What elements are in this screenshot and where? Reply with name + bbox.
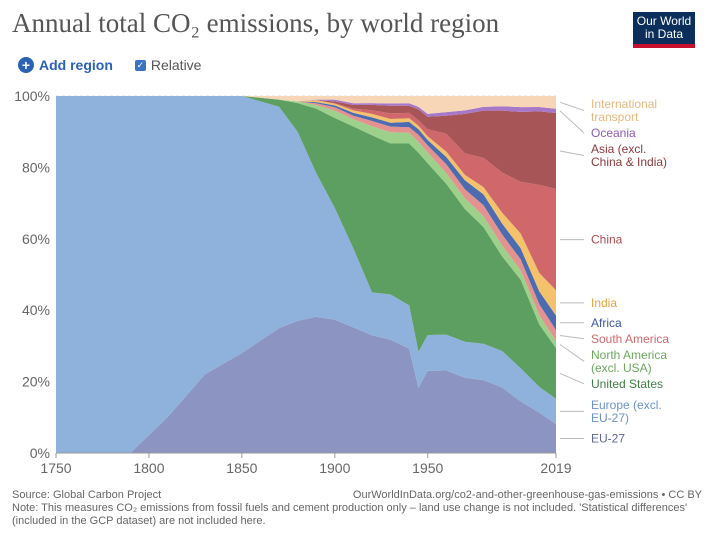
legend-connector <box>559 110 585 134</box>
owid-logo[interactable]: Our World in Data <box>633 12 695 48</box>
legend-label-south-america[interactable]: South America <box>591 332 669 346</box>
legend-label-asia-excl-china-india[interactable]: Asia (excl. China & India) <box>591 142 667 169</box>
chart-title: Annual total CO₂ emissions, by world reg… <box>12 8 500 38</box>
legend-connector <box>559 334 585 340</box>
legend-label-china[interactable]: China <box>591 233 623 247</box>
legend-label-india[interactable]: India <box>591 296 617 310</box>
legend-connector <box>559 150 585 156</box>
area-united-states[interactable] <box>56 96 556 399</box>
plus-icon: + <box>18 57 34 73</box>
area-asia-excl-china-india[interactable] <box>56 96 556 189</box>
source-text: Source: Global Carbon Project <box>12 489 162 501</box>
x-tick-label: 1750 <box>40 460 71 476</box>
y-tick-label: 100% <box>14 88 50 104</box>
area-international-transport[interactable] <box>56 96 556 114</box>
x-tick-label: 1950 <box>412 460 443 476</box>
legend-label-eu-27[interactable]: EU-27 <box>591 432 625 446</box>
x-tick-label: 1800 <box>133 460 164 476</box>
x-tick-label: 2019 <box>540 460 571 476</box>
x-tick-label: 1900 <box>319 460 350 476</box>
checkbox-icon[interactable]: ✓ <box>134 59 146 71</box>
note-text: Note: This measures CO₂ emissions from f… <box>12 502 688 527</box>
y-tick-label: 60% <box>22 231 50 247</box>
legend-connector <box>559 101 585 111</box>
legend-label-united-states[interactable]: United States <box>591 377 663 391</box>
relative-toggle[interactable]: ✓ Relative <box>134 57 202 73</box>
y-tick-label: 40% <box>22 302 50 318</box>
url-link[interactable]: OurWorldInData.org/co2-and-other-greenho… <box>352 489 702 501</box>
add-region-button[interactable]: + Add region <box>18 57 113 73</box>
chart-footer: Source: Global Carbon Project OurWorldIn… <box>12 489 702 528</box>
legend-label-africa[interactable]: Africa <box>591 316 622 330</box>
y-tick-label: 20% <box>22 374 50 390</box>
add-region-label: Add region <box>39 57 113 73</box>
area-europe-excl-eu-27[interactable] <box>56 96 556 453</box>
x-tick-label: 1850 <box>226 460 257 476</box>
legend-label-europe-excl-eu-27[interactable]: Europe (excl. EU-27) <box>591 398 662 425</box>
legend-label-oceania[interactable]: Oceania <box>591 126 636 140</box>
relative-label: Relative <box>150 57 202 73</box>
y-tick-label: 80% <box>22 159 50 175</box>
chart-controls: + Add region ✓ Relative <box>18 57 201 73</box>
area-north-america-excl-usa[interactable] <box>56 96 556 349</box>
area-eu-27[interactable] <box>56 316 556 453</box>
logo-line-1: Our World <box>636 14 692 28</box>
y-tick-label: 0% <box>30 445 50 461</box>
logo-line-2: in Data <box>644 27 684 41</box>
legend-connector <box>559 344 585 362</box>
legend-label-international-transport[interactable]: International transport <box>591 97 657 124</box>
legend-label-north-america-excl-usa[interactable]: North America (excl. USA) <box>591 348 667 375</box>
legend-connector <box>559 372 585 385</box>
